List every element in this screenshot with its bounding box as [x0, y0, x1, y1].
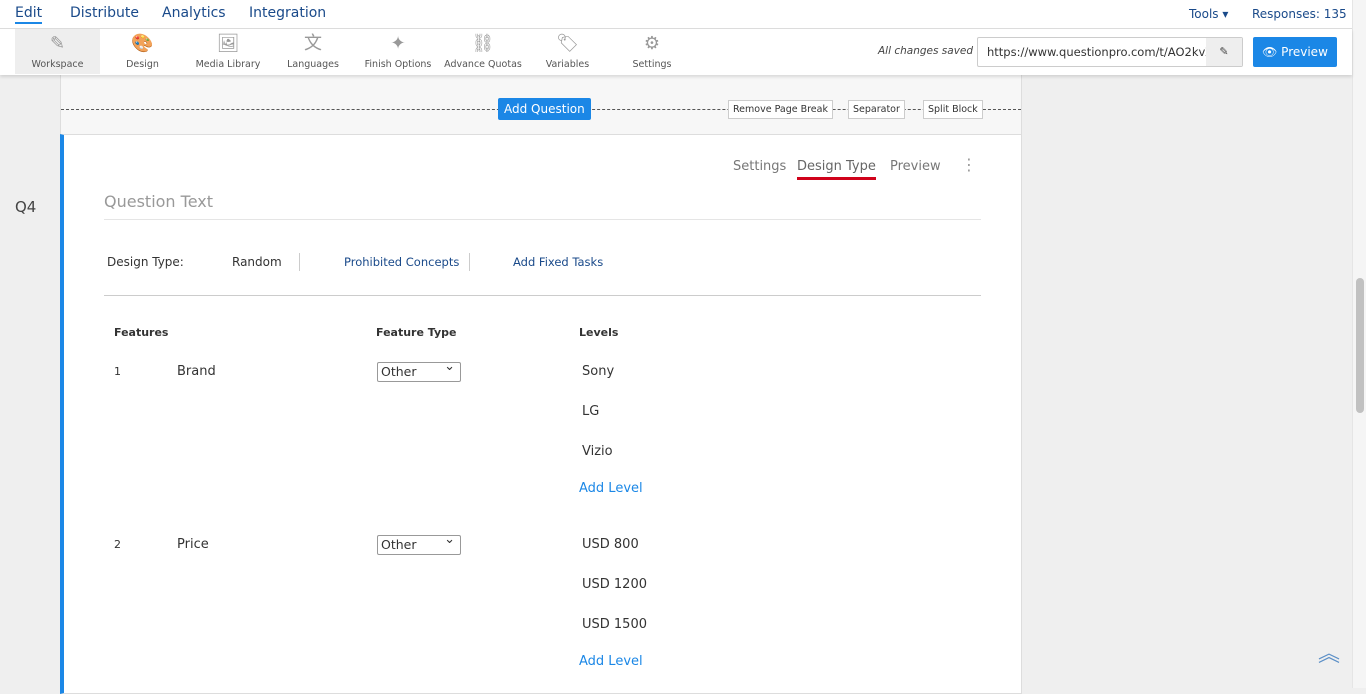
nav-integration[interactable]: Integration	[249, 5, 327, 21]
question-text-input[interactable]: Question Text	[104, 192, 981, 220]
remove-page-break-button[interactable]: Remove Page Break	[728, 100, 833, 119]
magic-wand-icon: ✦	[390, 33, 406, 54]
feature-type-select[interactable]: Other	[377, 532, 461, 555]
tool-label: Workspace	[31, 59, 84, 70]
preview-label: Preview	[1281, 45, 1328, 59]
divider	[469, 253, 470, 271]
level[interactable]: Vizio	[582, 444, 613, 459]
preview-button[interactable]: 👁 Preview	[1253, 37, 1337, 67]
tools-menu[interactable]: Tools ▾	[1189, 7, 1229, 21]
feature-type-header: Feature Type	[376, 326, 457, 339]
divider	[299, 253, 300, 271]
translate-icon: 文	[304, 33, 322, 54]
feature-name[interactable]: Price	[177, 537, 209, 552]
level[interactable]: USD 800	[582, 537, 639, 552]
palette-icon: 🎨	[131, 33, 154, 54]
level[interactable]: USD 1500	[582, 617, 647, 632]
tool-label: Languages	[287, 59, 339, 70]
add-level-link[interactable]: Add Level	[579, 481, 643, 496]
save-status: All changes saved	[878, 45, 974, 57]
feature-name[interactable]: Brand	[177, 364, 216, 379]
add-level-link[interactable]: Add Level	[579, 654, 643, 669]
toolbar: ✎ Workspace 🎨 Design 🖼 Media Library 文 Langu…	[0, 29, 1352, 75]
scrollbar[interactable]	[1352, 0, 1366, 688]
tab-design-type[interactable]: Design Type	[797, 159, 876, 180]
tool-design[interactable]: 🎨 Design	[110, 29, 175, 74]
top-nav: Edit Distribute Analytics Integration To…	[0, 0, 1352, 29]
pencil-list-icon: ✎	[49, 33, 66, 54]
design-type-label: Design Type:	[107, 255, 184, 269]
add-question-button[interactable]: Add Question	[498, 98, 591, 120]
add-fixed-tasks-link[interactable]: Add Fixed Tasks	[513, 255, 604, 269]
separator-button[interactable]: Separator	[848, 100, 905, 119]
tag-icon: 🏷	[556, 33, 579, 54]
question-number: Q4	[15, 198, 37, 216]
tool-label: Design	[126, 59, 159, 70]
tab-settings[interactable]: Settings	[733, 159, 787, 174]
split-block-button[interactable]: Split Block	[923, 100, 983, 119]
image-icon: 🖼	[216, 33, 240, 54]
prohibited-concepts-link[interactable]: Prohibited Concepts	[344, 255, 460, 269]
question-card: Settings Design Type Preview ⋮ Question …	[60, 134, 1022, 694]
nav-distribute[interactable]: Distribute	[70, 5, 139, 21]
level[interactable]: Sony	[582, 364, 615, 379]
chain-icon: ⛓	[471, 33, 495, 54]
tool-label: Media Library	[195, 59, 261, 70]
tool-media-library[interactable]: 🖼 Media Library	[192, 29, 264, 74]
design-type-value[interactable]: Random	[232, 255, 282, 269]
feature-number: 1	[114, 365, 121, 378]
tool-languages[interactable]: 文 Languages	[282, 29, 344, 74]
tool-finish-options[interactable]: ✦ Finish Options	[362, 29, 434, 74]
level[interactable]: LG	[582, 404, 600, 419]
tool-workspace[interactable]: ✎ Workspace	[15, 29, 100, 74]
tool-variables[interactable]: 🏷 Variables	[540, 29, 595, 74]
tool-advance-quotas[interactable]: ⛓ Advance Quotas	[444, 29, 522, 74]
features-header: Features	[114, 326, 169, 339]
feature-type-select[interactable]: Other	[377, 359, 461, 382]
tool-label: Settings	[632, 59, 672, 70]
tool-label: Variables	[545, 59, 590, 70]
nav-analytics[interactable]: Analytics	[162, 5, 226, 21]
tool-settings[interactable]: ⚙ Settings	[627, 29, 677, 74]
survey-url-field[interactable]: https://www.questionpro.com/t/AO2kvZ ✎	[977, 37, 1243, 67]
survey-url: https://www.questionpro.com/t/AO2kvZ	[987, 45, 1214, 59]
tool-label: Finish Options	[364, 59, 432, 70]
pencil-icon[interactable]: ✎	[1206, 38, 1242, 66]
scroll-to-top-icon[interactable]: ︽	[1318, 642, 1341, 667]
level[interactable]: USD 1200	[582, 577, 647, 592]
divider	[104, 295, 981, 296]
more-options-icon[interactable]: ⋮	[961, 155, 977, 174]
nav-edit[interactable]: Edit	[15, 5, 43, 24]
tab-preview[interactable]: Preview	[890, 159, 941, 174]
gear-icon: ⚙	[643, 33, 661, 54]
scrollbar-thumb[interactable]	[1356, 278, 1364, 413]
page-break-bar: Add Question Remove Page Break Separator…	[60, 75, 1022, 135]
levels-header: Levels	[579, 326, 619, 339]
tool-label: Advance Quotas	[444, 59, 522, 70]
eye-icon: 👁	[1262, 45, 1282, 59]
feature-number: 2	[114, 538, 121, 551]
responses-count[interactable]: Responses: 135	[1252, 7, 1347, 21]
